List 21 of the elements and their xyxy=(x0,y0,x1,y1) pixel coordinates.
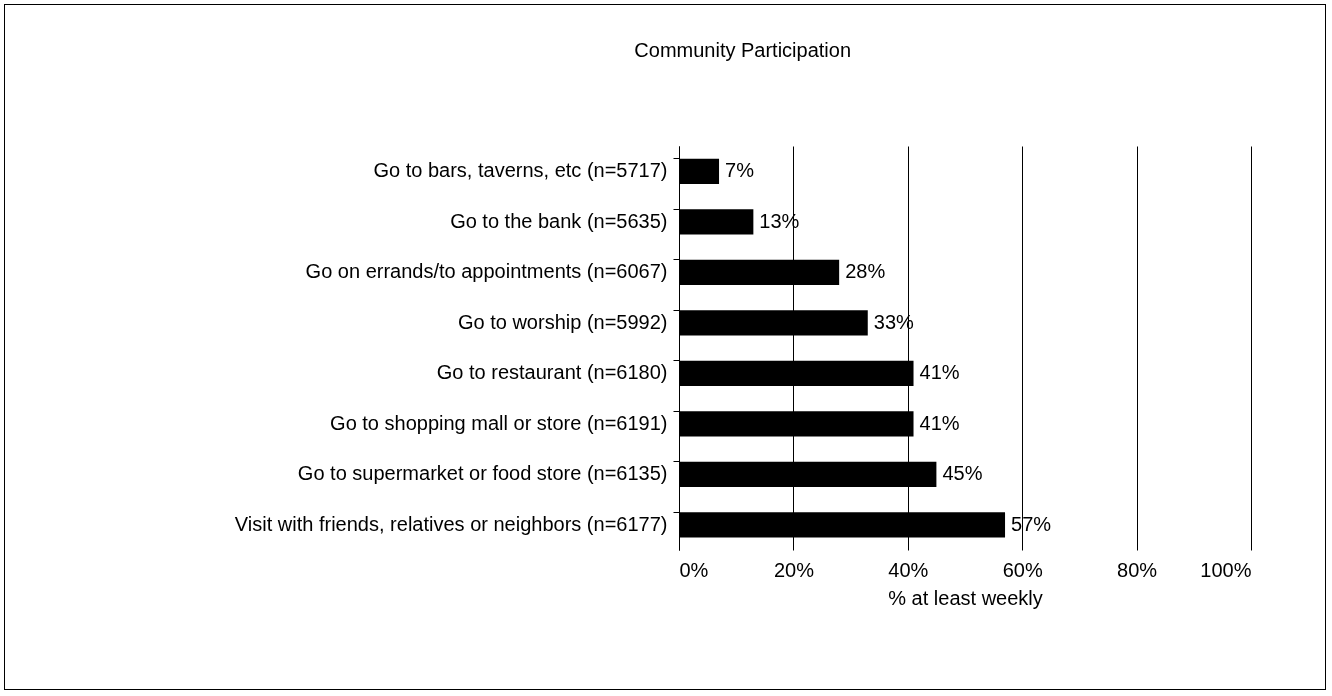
y-tick-label: Go on errands/to appointments (n=6067) xyxy=(305,260,668,283)
data-label: 41% xyxy=(919,361,960,384)
x-tick-label: 80% xyxy=(1117,558,1158,581)
data-label: 45% xyxy=(942,462,983,485)
y-tick-label: Go to bars, taverns, etc (n=5717) xyxy=(373,159,668,182)
data-label: 7% xyxy=(725,159,755,182)
y-tick-label: Go to the bank (n=5635) xyxy=(450,209,668,232)
y-tick-label: Visit with friends, relatives or neighbors (n=6177) xyxy=(234,512,668,535)
y-tick-label: Go to shopping mall or store (n=6191) xyxy=(330,411,668,434)
x-tick-label: 100% xyxy=(1200,558,1252,581)
x-axis-title: % at least weekly xyxy=(888,586,1043,609)
x-tick-label: 40% xyxy=(888,558,929,581)
chart-title: Community Participation xyxy=(634,39,852,61)
data-label: 41% xyxy=(919,411,960,434)
y-tick-label: Go to supermarket or food store (n=6135) xyxy=(297,462,668,485)
y-tick-label: Go to restaurant (n=6180) xyxy=(436,361,668,384)
x-tick-label: 0% xyxy=(679,558,709,581)
x-tick-label: 60% xyxy=(1002,558,1043,581)
data-label: 28% xyxy=(845,260,886,283)
x-tick-label: 20% xyxy=(773,558,815,581)
y-tick-label: Go to worship (n=5992) xyxy=(457,310,668,333)
